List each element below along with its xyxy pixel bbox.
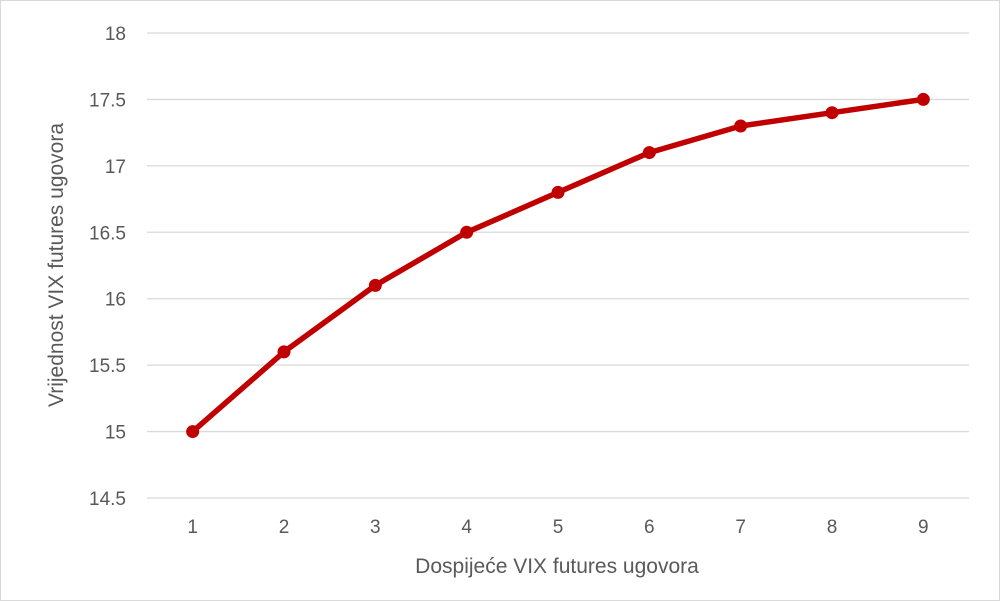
data-point (642, 146, 656, 160)
data-point (277, 345, 291, 359)
x-tick-labels: 1 2 3 4 5 6 7 8 9 (187, 517, 928, 538)
data-point (460, 225, 474, 239)
y-tick-label: 17 (105, 157, 126, 178)
x-tick-label: 8 (827, 517, 838, 538)
y-tick-label: 17.5 (89, 90, 126, 111)
data-point (825, 106, 839, 120)
x-tick-label: 7 (735, 517, 746, 538)
data-point (734, 119, 748, 133)
y-tick-label: 14.5 (89, 489, 126, 510)
y-tick-labels: 14.5 15 15.5 16 16.5 17 17.5 18 (89, 24, 126, 510)
x-tick-label: 3 (370, 517, 381, 538)
x-axis-title: Dospijeće VIX futures ugovora (415, 555, 699, 578)
series-layer (186, 92, 930, 439)
data-point (916, 92, 930, 106)
data-point (186, 425, 200, 439)
y-axis-title: Vrijednost VIX futures ugovora (45, 123, 68, 407)
y-tick-label: 16 (105, 290, 126, 311)
data-point (551, 185, 565, 199)
x-tick-label: 5 (553, 517, 564, 538)
x-tick-label: 4 (461, 517, 472, 538)
x-tick-label: 1 (187, 517, 198, 538)
y-tick-label: 15.5 (89, 356, 126, 377)
data-point (368, 278, 382, 292)
series-line (189, 96, 927, 435)
y-tick-label: 16.5 (89, 223, 126, 244)
y-tick-label: 18 (105, 24, 126, 45)
gridlines (147, 32, 969, 499)
x-tick-label: 9 (918, 517, 929, 538)
y-tick-label: 15 (105, 423, 126, 444)
x-tick-label: 2 (279, 517, 290, 538)
x-tick-label: 6 (644, 517, 655, 538)
